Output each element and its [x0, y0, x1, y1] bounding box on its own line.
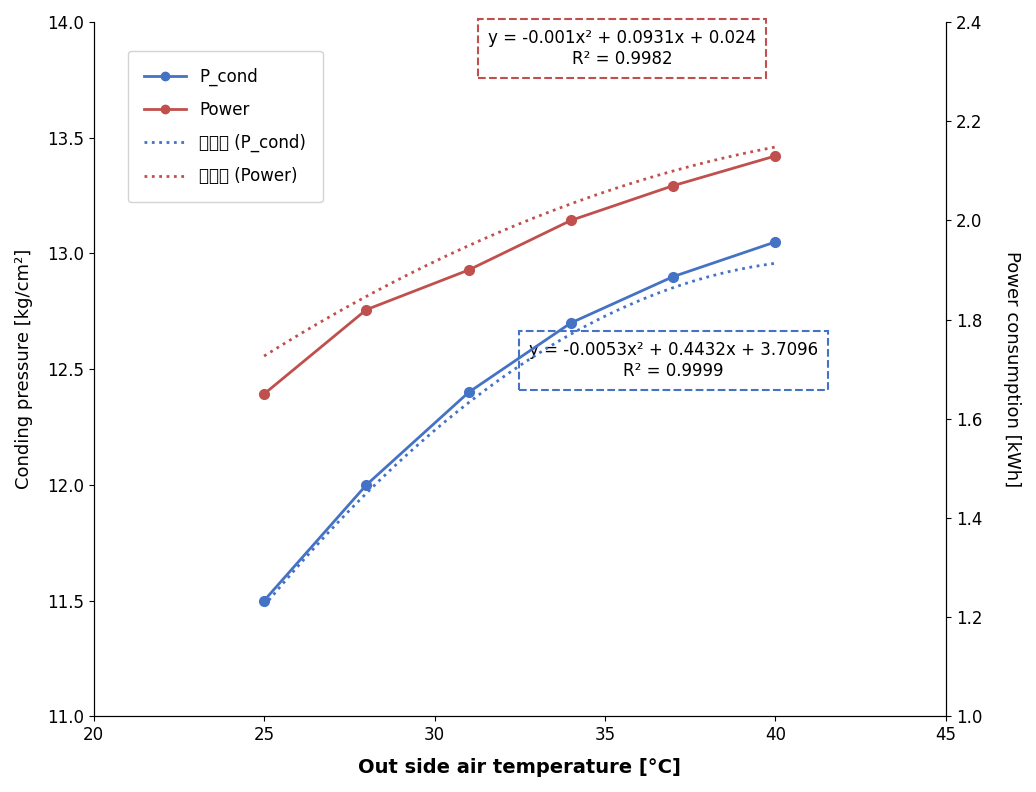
다항식 (Power)	[353, 295, 366, 305]
다항식 (P_cond)	[725, 266, 738, 276]
다항식 (P_cond)	[744, 263, 756, 272]
다항식 (Power)	[394, 274, 406, 284]
P_cond	[361, 480, 373, 489]
Text: y = -0.001x² + 0.0931x + 0.024
R² = 0.9982: y = -0.001x² + 0.0931x + 0.024 R² = 0.99…	[488, 29, 756, 68]
P_cond	[770, 237, 782, 246]
P_cond	[667, 272, 680, 281]
Power	[361, 305, 373, 314]
다항식 (P_cond)	[289, 565, 301, 574]
Power	[258, 389, 270, 398]
P_cond	[258, 596, 270, 605]
Legend: P_cond, Power, 다항식 (P_cond), 다항식 (Power): P_cond, Power, 다항식 (P_cond), 다항식 (Power)	[127, 51, 323, 202]
Power	[462, 265, 474, 275]
Line: P_cond: P_cond	[259, 237, 780, 606]
Power	[667, 181, 680, 190]
다항식 (Power)	[744, 147, 756, 157]
다항식 (Power)	[770, 143, 782, 152]
Line: 다항식 (P_cond): 다항식 (P_cond)	[264, 263, 776, 606]
다항식 (Power)	[725, 151, 738, 161]
다항식 (Power)	[279, 339, 291, 348]
다항식 (Power)	[289, 333, 301, 342]
Line: 다항식 (Power): 다항식 (Power)	[264, 147, 776, 356]
P_cond	[462, 387, 474, 397]
다항식 (P_cond)	[394, 456, 406, 466]
P_cond	[565, 318, 577, 328]
X-axis label: Out side air temperature [°C]: Out side air temperature [°C]	[358, 758, 682, 777]
다항식 (P_cond)	[353, 496, 366, 505]
Power	[565, 215, 577, 225]
Text: y = -0.0053x² + 0.4432x + 3.7096
R² = 0.9999: y = -0.0053x² + 0.4432x + 3.7096 R² = 0.…	[528, 341, 817, 380]
Line: Power: Power	[259, 151, 780, 399]
다항식 (P_cond)	[279, 577, 291, 586]
다항식 (P_cond)	[770, 258, 782, 268]
다항식 (Power)	[258, 352, 270, 361]
다항식 (P_cond)	[258, 601, 270, 611]
Power	[770, 151, 782, 161]
Y-axis label: Power consumption [kWh]: Power consumption [kWh]	[1003, 251, 1021, 487]
Y-axis label: Conding pressure [kg/cm²]: Conding pressure [kg/cm²]	[15, 249, 33, 489]
